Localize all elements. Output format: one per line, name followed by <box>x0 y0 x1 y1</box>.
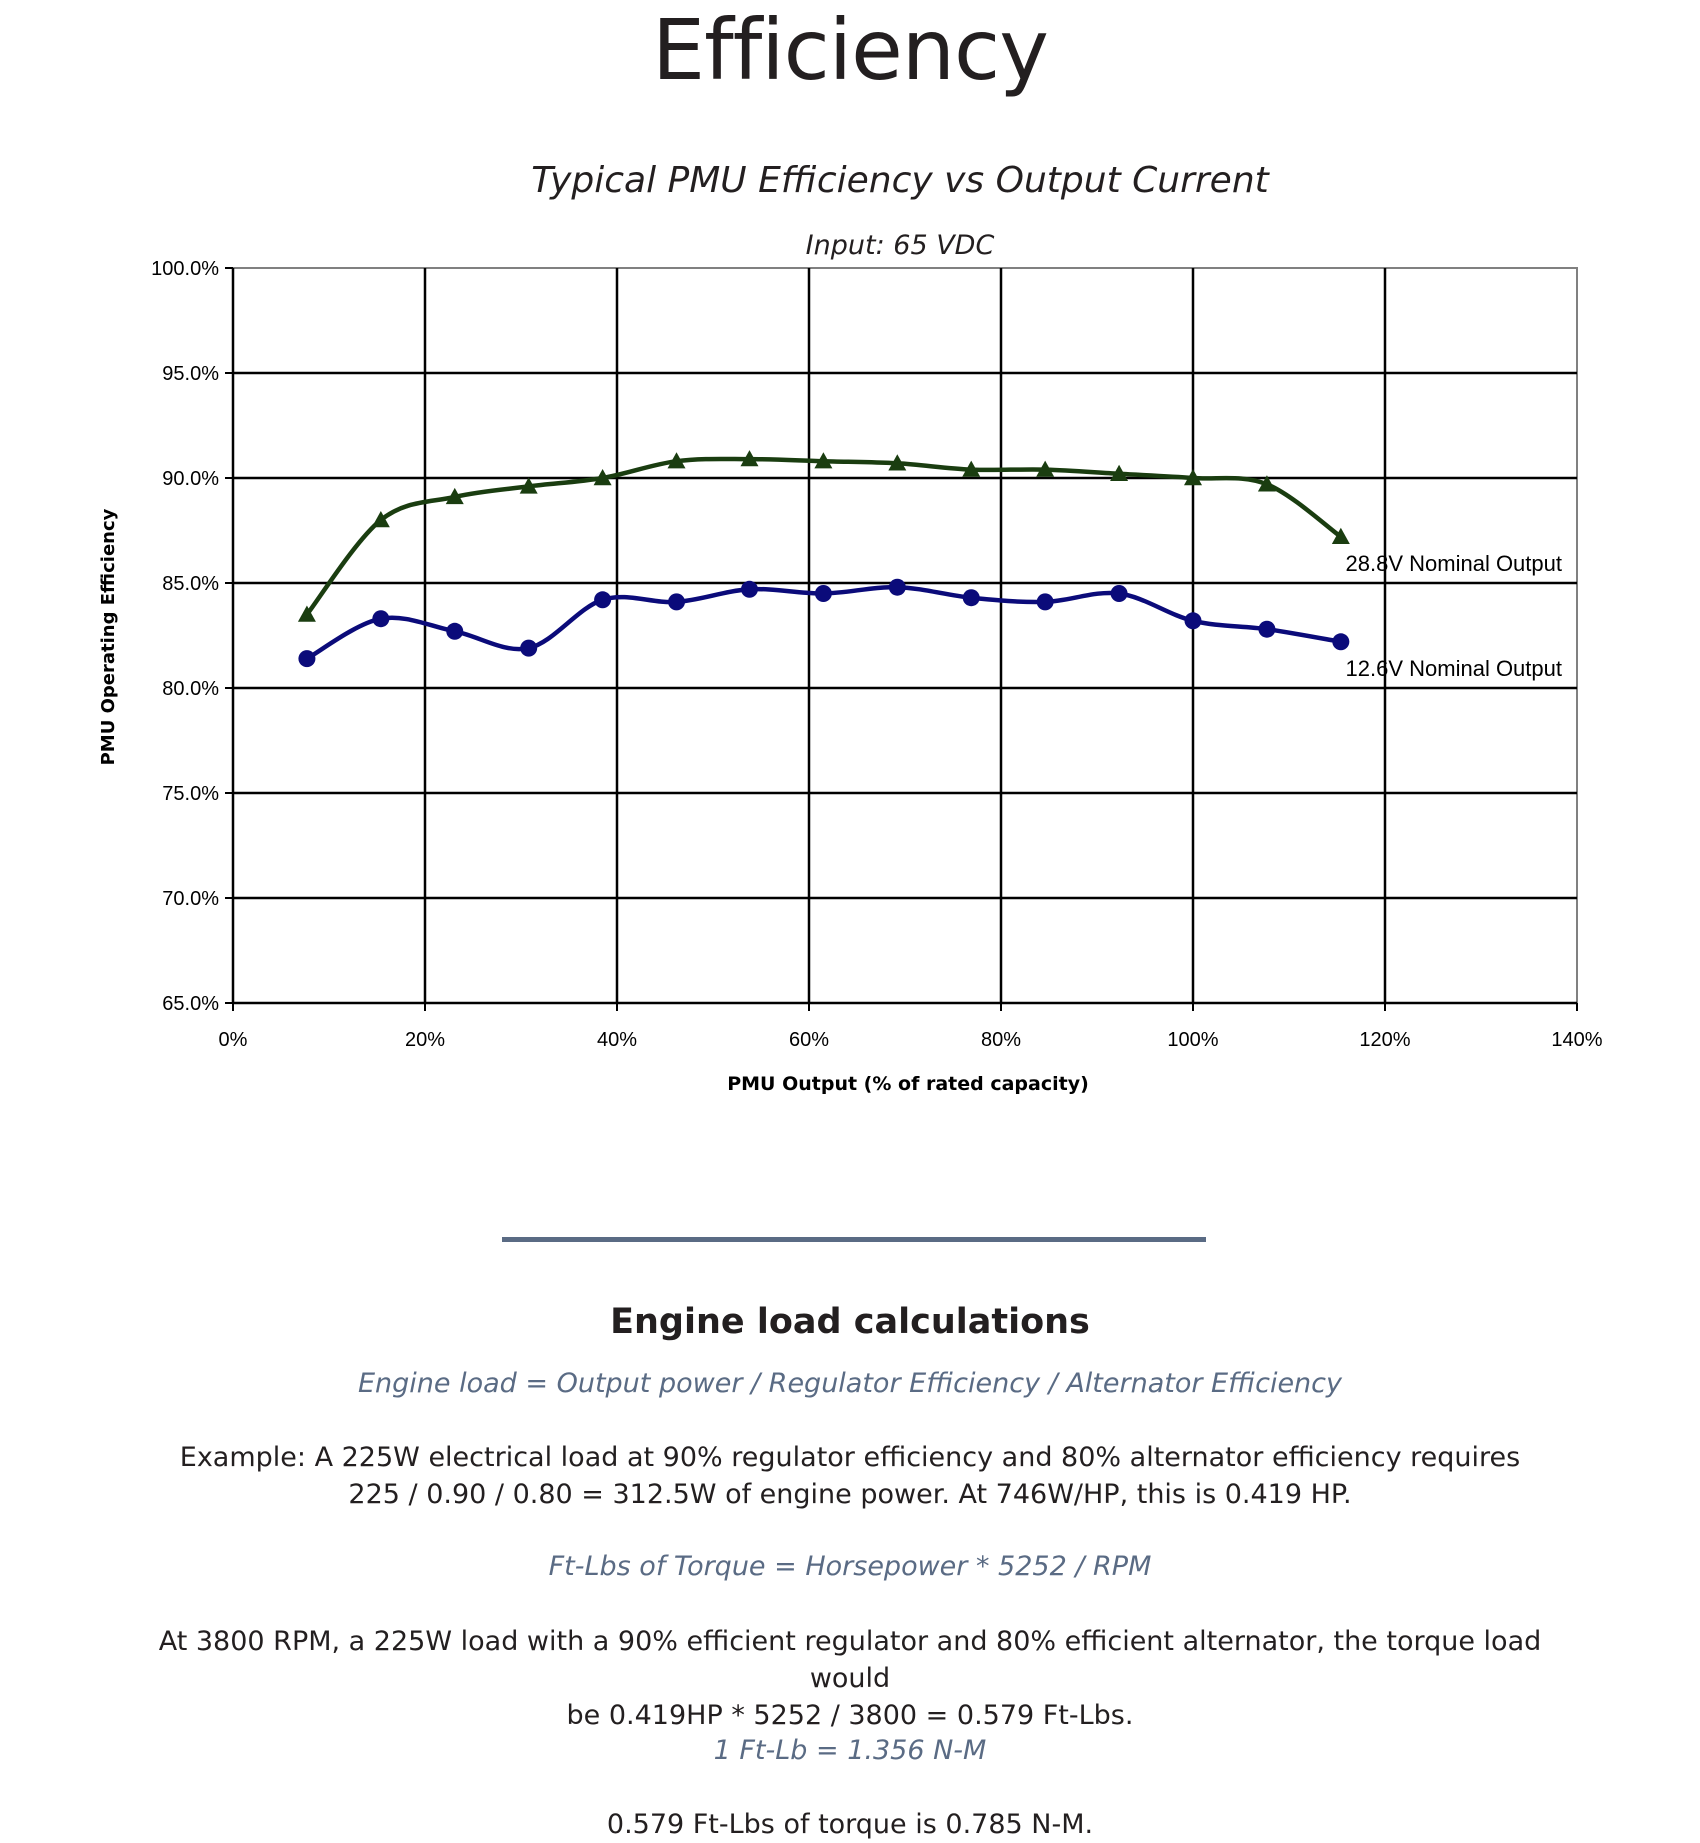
data-point <box>1184 469 1202 486</box>
data-point <box>1184 612 1202 630</box>
chart-title: Typical PMU Efficiency vs Output Current <box>531 160 1270 201</box>
data-point <box>519 477 538 494</box>
chart-labels: 65.0% 70.0% 75.0% 80.0% 85.0% 90.0% 95.0% 100.0… <box>151 258 1603 1051</box>
example-line-1: Example: A 225W electrical load at 90% r… <box>179 1442 1521 1473</box>
x-tick-label: 0% <box>219 1029 248 1051</box>
torque-formula: Ft-Lbs of Torque = Horsepower * 5252 / R… <box>548 1551 1152 1582</box>
data-point <box>1110 464 1129 481</box>
data-point <box>298 650 316 668</box>
x-axis-label: PMU Output (% of rated capacity) <box>727 1073 1089 1095</box>
data-point <box>371 511 390 528</box>
page-title: Efficiency <box>652 1 1049 99</box>
x-tick-label: 40% <box>597 1029 637 1051</box>
y-tick-label: 95.0% <box>162 363 219 385</box>
example-line-2: 225 / 0.90 / 0.80 = 312.5W of engine pow… <box>348 1479 1352 1510</box>
data-point <box>1257 475 1276 492</box>
y-axis-label: PMU Operating Efficiency <box>98 508 119 765</box>
data-point <box>740 580 758 598</box>
chart-axes <box>225 267 1578 1011</box>
section-heading: Engine load calculations <box>610 1302 1090 1342</box>
data-point <box>962 589 980 607</box>
data-point <box>593 469 612 486</box>
torque-line-2: be 0.419HP * 5252 / 3800 = 0.579 Ft-Lbs. <box>566 1700 1134 1731</box>
x-tick-label: 100% <box>1167 1029 1218 1051</box>
x-tick-label: 60% <box>789 1029 829 1051</box>
y-tick-label: 90.0% <box>162 468 219 490</box>
y-tick-label: 85.0% <box>162 573 219 595</box>
x-tick-label: 140% <box>1551 1029 1602 1051</box>
chart-series <box>297 450 1350 668</box>
series-label: 12.6V Nominal Output <box>1346 656 1562 681</box>
data-point <box>740 450 759 467</box>
data-point <box>668 593 686 611</box>
engine-load-formula: Engine load = Output power / Regulator E… <box>357 1368 1342 1399</box>
data-point <box>888 454 907 471</box>
y-tick-label: 100.0% <box>151 258 219 280</box>
y-tick-label: 80.0% <box>162 678 219 700</box>
y-tick-label: 75.0% <box>162 783 219 805</box>
y-tick-label: 70.0% <box>162 888 219 910</box>
data-point <box>888 578 906 596</box>
data-point <box>814 585 832 602</box>
data-point <box>1331 527 1350 544</box>
data-point <box>446 622 464 640</box>
data-point <box>667 452 686 469</box>
efficiency-chart: Typical PMU Efficiency vs Output Current… <box>98 160 1603 1095</box>
torque-paragraph: At 3800 RPM, a 225W load with a 90% effi… <box>120 1623 1580 1734</box>
x-tick-label: 80% <box>981 1029 1021 1051</box>
data-point <box>1036 460 1055 477</box>
data-point <box>1258 620 1276 638</box>
data-point <box>962 460 981 477</box>
example-paragraph: Example: A 225W electrical load at 90% r… <box>120 1439 1580 1513</box>
data-point <box>297 605 316 622</box>
unit-conversion-formula: 1 Ft-Lb = 1.356 N-M <box>713 1735 987 1766</box>
data-point <box>594 591 612 609</box>
chart-subtitle: Input: 65 VDC <box>806 230 995 261</box>
x-tick-label: 120% <box>1359 1029 1410 1051</box>
data-point <box>520 639 538 657</box>
data-point <box>1332 633 1350 651</box>
section-divider <box>502 1237 1206 1242</box>
data-point <box>445 487 464 505</box>
series-label: 28.8V Nominal Output <box>1346 551 1562 576</box>
data-point <box>1036 593 1054 611</box>
y-tick-label: 65.0% <box>162 993 219 1015</box>
data-point <box>1110 585 1128 602</box>
conversion-result: 0.579 Ft-Lbs of torque is 0.785 N-M. <box>606 1809 1094 1840</box>
x-tick-label: 20% <box>405 1029 445 1051</box>
data-point <box>372 610 390 628</box>
plot-area <box>232 267 1578 1004</box>
chart-gridlines <box>232 267 1578 1004</box>
data-point <box>814 452 833 469</box>
torque-line-1: At 3800 RPM, a 225W load with a 90% effi… <box>158 1626 1542 1694</box>
